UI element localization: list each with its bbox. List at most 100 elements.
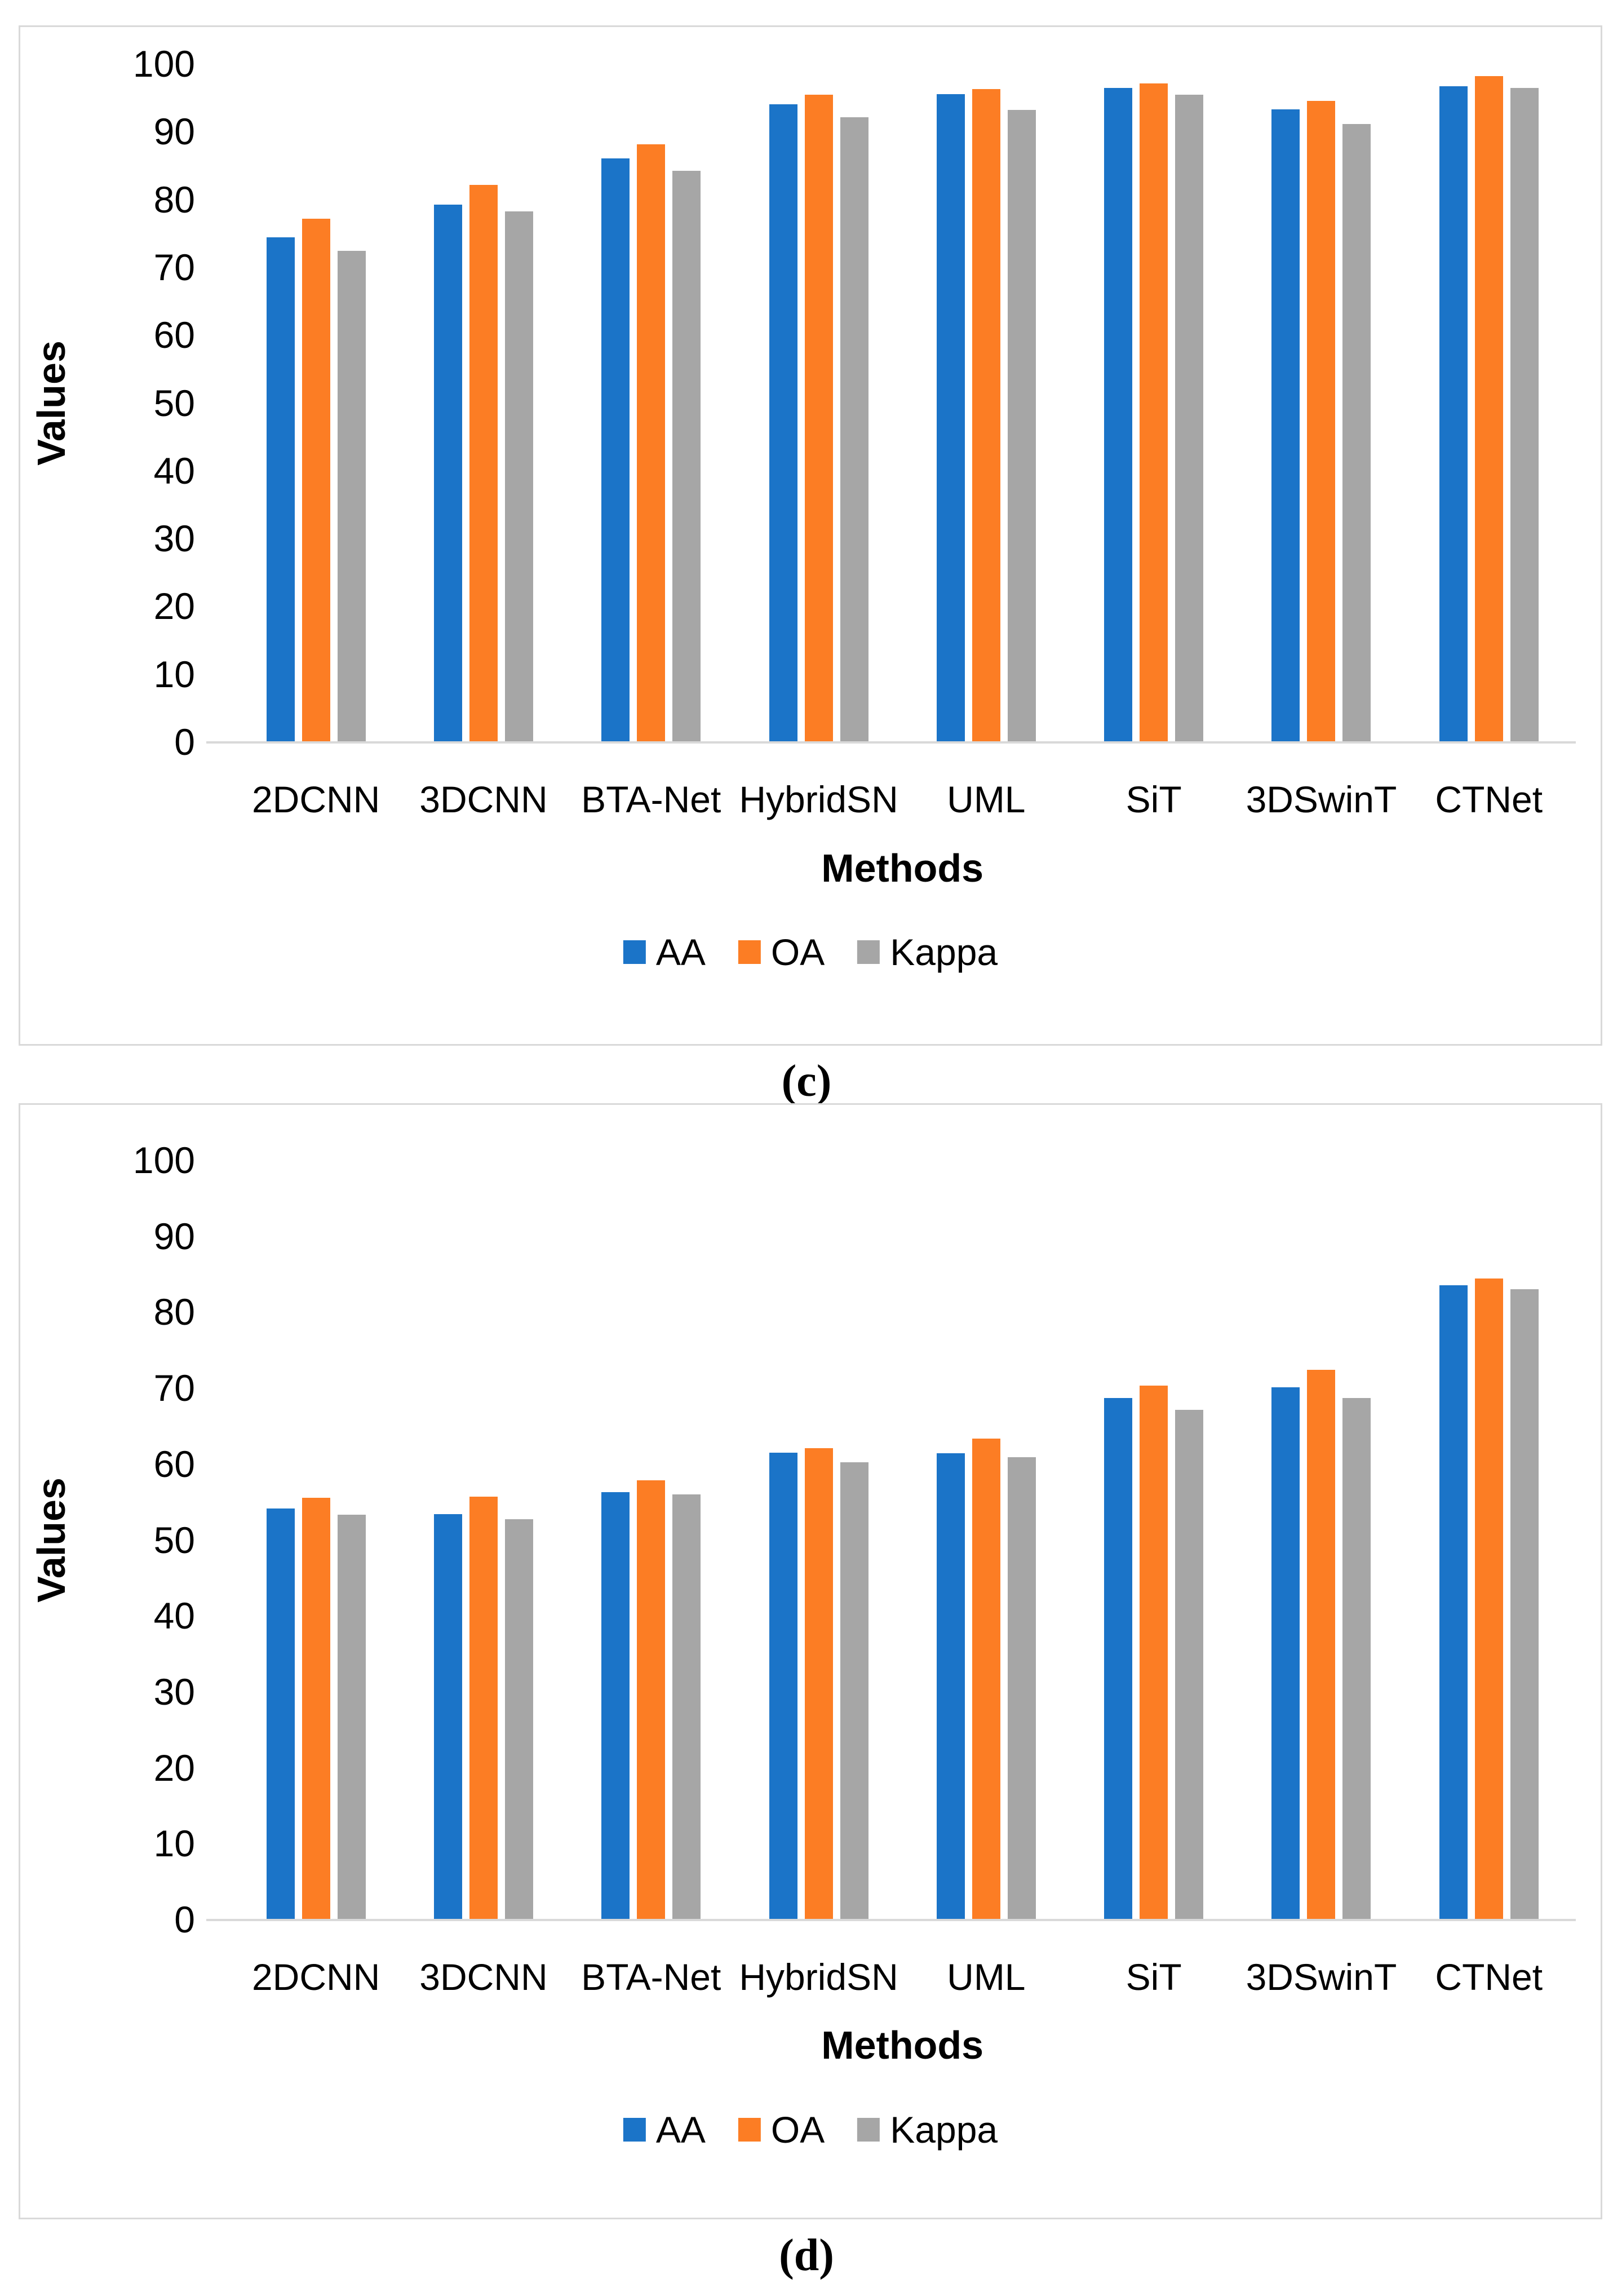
y-axis-tick-label: 90 (153, 110, 195, 153)
x-category-label-2DCNN: 2DCNN (251, 1956, 380, 1998)
bar-oa-SiT (1140, 1386, 1168, 1919)
bar-oa-CTNet (1475, 76, 1503, 742)
legend-label-kappa: Kappa (890, 2109, 998, 2151)
bar-kappa-CTNet (1510, 88, 1539, 742)
x-category-label-3DSwinT: 3DSwinT (1246, 778, 1397, 820)
bar-oa-BTA-Net (637, 1480, 665, 1919)
bar-aa-CTNet (1439, 1285, 1468, 1919)
x-category-label-CTNet: CTNet (1435, 778, 1543, 820)
chart-c-panel: 0 10 20 30 40 50 60 70 80 90 100 Values 2DCNN 3DCNN BT… (19, 25, 1602, 1046)
bar-oa-BTA-Net (637, 144, 665, 742)
y-axis-tick-label: 70 (153, 1367, 195, 1409)
x-category-label-HybridSN: HybridSN (739, 1956, 898, 1998)
bar-kappa-3DCNN (505, 1519, 533, 1919)
caption-c: (c) (781, 1056, 832, 1106)
bar-oa-HybridSN (805, 95, 833, 742)
bar-oa-UML (972, 89, 1000, 742)
x-category-label-CTNet: CTNet (1435, 1956, 1543, 1998)
bar-aa-BTA-Net (601, 158, 630, 742)
x-category-label-BTA-Net: BTA-Net (581, 1956, 721, 1998)
x-axis-line (206, 741, 1576, 744)
bar-aa-2DCNN (267, 237, 295, 742)
y-axis-tick-label: 40 (153, 1595, 195, 1637)
bar-oa-CTNet (1475, 1278, 1503, 1919)
x-axis-line (206, 1919, 1576, 1921)
bar-kappa-UML (1008, 1457, 1036, 1919)
bar-kappa-CTNet (1510, 1289, 1539, 1919)
legend-entry-aa: AA (623, 2111, 706, 2148)
bar-kappa-3DSwinT (1342, 1398, 1371, 1919)
legend-label-aa: AA (655, 931, 706, 973)
bar-aa-SiT (1104, 88, 1132, 742)
bar-aa-3DCNN (434, 1514, 462, 1919)
bar-oa-UML (972, 1439, 1000, 1919)
legend-swatch-oa-icon (738, 940, 761, 964)
y-axis-tick-label: 30 (153, 517, 195, 560)
bar-kappa-HybridSN (840, 1462, 868, 1919)
bar-aa-SiT (1104, 1398, 1132, 1919)
caption-d: (d) (779, 2231, 834, 2280)
bar-aa-BTA-Net (601, 1492, 630, 1919)
bar-aa-HybridSN (769, 1453, 797, 1919)
y-axis-tick-label: 50 (153, 382, 195, 424)
y-axis-tick-label: 80 (153, 178, 195, 220)
legend-entry-oa: OA (738, 934, 825, 971)
bar-oa-3DCNN (469, 1497, 498, 1919)
legend-label-kappa: Kappa (890, 931, 998, 973)
y-axis-tick-label: 100 (132, 1139, 195, 1181)
bar-aa-UML (937, 1453, 965, 1919)
legend-swatch-oa-icon (738, 2118, 761, 2142)
y-axis-tick-label: 60 (153, 314, 195, 356)
x-category-label-SiT: SiT (1125, 1956, 1182, 1998)
y-axis-tick-label: 10 (153, 653, 195, 695)
y-axis-tick-label: 80 (153, 1291, 195, 1333)
bar-kappa-UML (1008, 110, 1036, 742)
bar-kappa-SiT (1175, 95, 1203, 742)
bar-aa-2DCNN (267, 1508, 295, 1919)
x-category-label-3DCNN: 3DCNN (419, 1956, 548, 1998)
legend-entry-oa: OA (738, 2111, 825, 2148)
bar-aa-CTNet (1439, 86, 1468, 742)
bar-oa-2DCNN (302, 1498, 330, 1919)
bar-aa-UML (937, 94, 965, 742)
legend-swatch-kappa-icon (857, 2118, 880, 2142)
legend-swatch-kappa-icon (857, 940, 880, 964)
x-category-label-3DSwinT: 3DSwinT (1246, 1956, 1397, 1998)
y-axis-tick-label: 50 (153, 1519, 195, 1561)
x-category-label-HybridSN: HybridSN (739, 778, 898, 820)
y-axis-tick-label: 70 (153, 246, 195, 288)
bar-kappa-SiT (1175, 1410, 1203, 1919)
bar-oa-3DSwinT (1307, 101, 1335, 742)
bar-kappa-2DCNN (338, 1515, 366, 1919)
bar-kappa-3DSwinT (1342, 124, 1371, 742)
bar-oa-3DSwinT (1307, 1370, 1335, 1919)
legend: AA OA Kappa (623, 934, 998, 971)
bar-aa-3DCNN (434, 205, 462, 742)
legend-label-oa: OA (770, 931, 825, 973)
bar-kappa-BTA-Net (672, 171, 701, 742)
bar-kappa-BTA-Net (672, 1494, 701, 1919)
x-category-label-3DCNN: 3DCNN (419, 778, 548, 820)
y-axis-tick-label: 10 (153, 1822, 195, 1865)
legend-swatch-aa-icon (623, 2118, 646, 2142)
bar-kappa-3DCNN (505, 211, 533, 742)
y-axis-tick-label: 0 (174, 721, 195, 763)
bar-kappa-HybridSN (840, 117, 868, 742)
y-axis-tick-label: 30 (153, 1670, 195, 1713)
bar-oa-SiT (1140, 83, 1168, 742)
y-axis-tick-label: 90 (153, 1215, 195, 1257)
bar-oa-HybridSN (805, 1448, 833, 1919)
x-category-label-2DCNN: 2DCNN (251, 778, 380, 820)
x-axis-title: Methods (821, 2023, 984, 2067)
legend-entry-kappa: Kappa (857, 934, 998, 971)
legend-swatch-aa-icon (623, 940, 646, 964)
y-axis-tick-label: 0 (174, 1899, 195, 1940)
x-axis-title: Methods (821, 846, 984, 890)
bar-oa-2DCNN (302, 219, 330, 742)
legend-entry-aa: AA (623, 934, 706, 971)
x-category-label-SiT: SiT (1125, 778, 1182, 820)
bar-oa-3DCNN (469, 185, 498, 742)
legend-label-aa: AA (655, 2109, 706, 2151)
y-axis-tick-label: 40 (153, 449, 195, 492)
bar-aa-3DSwinT (1271, 109, 1300, 742)
